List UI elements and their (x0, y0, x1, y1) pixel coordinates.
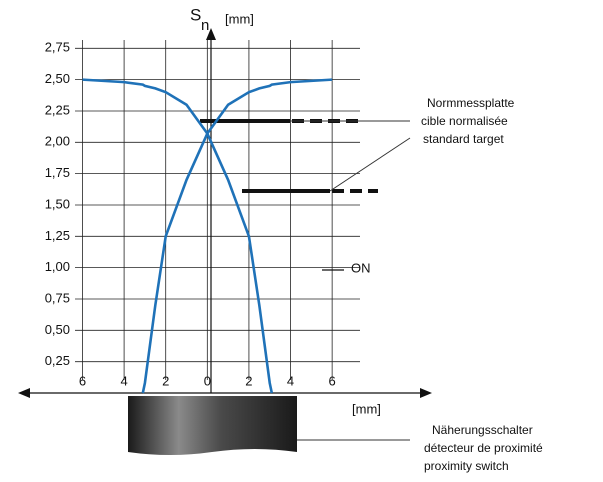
annotation: proximity switch (424, 459, 509, 473)
y-tick-label: 0,75 (45, 290, 70, 305)
y-label-subscript: n (201, 17, 209, 34)
y-tick-label: 2,75 (45, 40, 70, 55)
y-tick-label: 0,25 (45, 353, 70, 368)
x-tick-label: 4 (120, 373, 127, 388)
annotation: Normmessplatte (427, 96, 515, 110)
y-tick-label: 0,50 (45, 322, 70, 337)
y-tick-label: 2,50 (45, 71, 70, 86)
annotation: Näherungsschalter (432, 423, 533, 437)
x-arrow (18, 388, 30, 398)
y-label-unit: [mm] (225, 11, 254, 26)
annotation: standard target (423, 132, 504, 146)
x-arrow (420, 388, 432, 398)
chart: S n [mm] [mm] Normmessplatte cible norma… (0, 0, 603, 482)
annotation: détecteur de proximité (424, 441, 543, 455)
x-tick-label: 0 (204, 373, 211, 388)
y-tick-label: 1,25 (45, 228, 70, 243)
y-tick-label: 1,50 (45, 196, 70, 211)
y-tick-label: 1,00 (45, 259, 70, 274)
y-tick-label: 1,75 (45, 165, 70, 180)
sensor-body (128, 396, 297, 455)
x-label: [mm] (352, 401, 381, 416)
annotation: ON (351, 260, 371, 275)
x-tick-label: 2 (245, 373, 252, 388)
leader-line (330, 138, 410, 191)
x-tick-label: 4 (287, 373, 294, 388)
x-tick-label: 6 (329, 373, 336, 388)
annotation: cible normalisée (421, 114, 508, 128)
x-tick-label: 2 (162, 373, 169, 388)
y-tick-label: 2,25 (45, 102, 70, 117)
y-label-symbol: S (190, 5, 201, 24)
y-tick-label: 2,00 (45, 134, 70, 149)
x-tick-label: 6 (79, 373, 86, 388)
